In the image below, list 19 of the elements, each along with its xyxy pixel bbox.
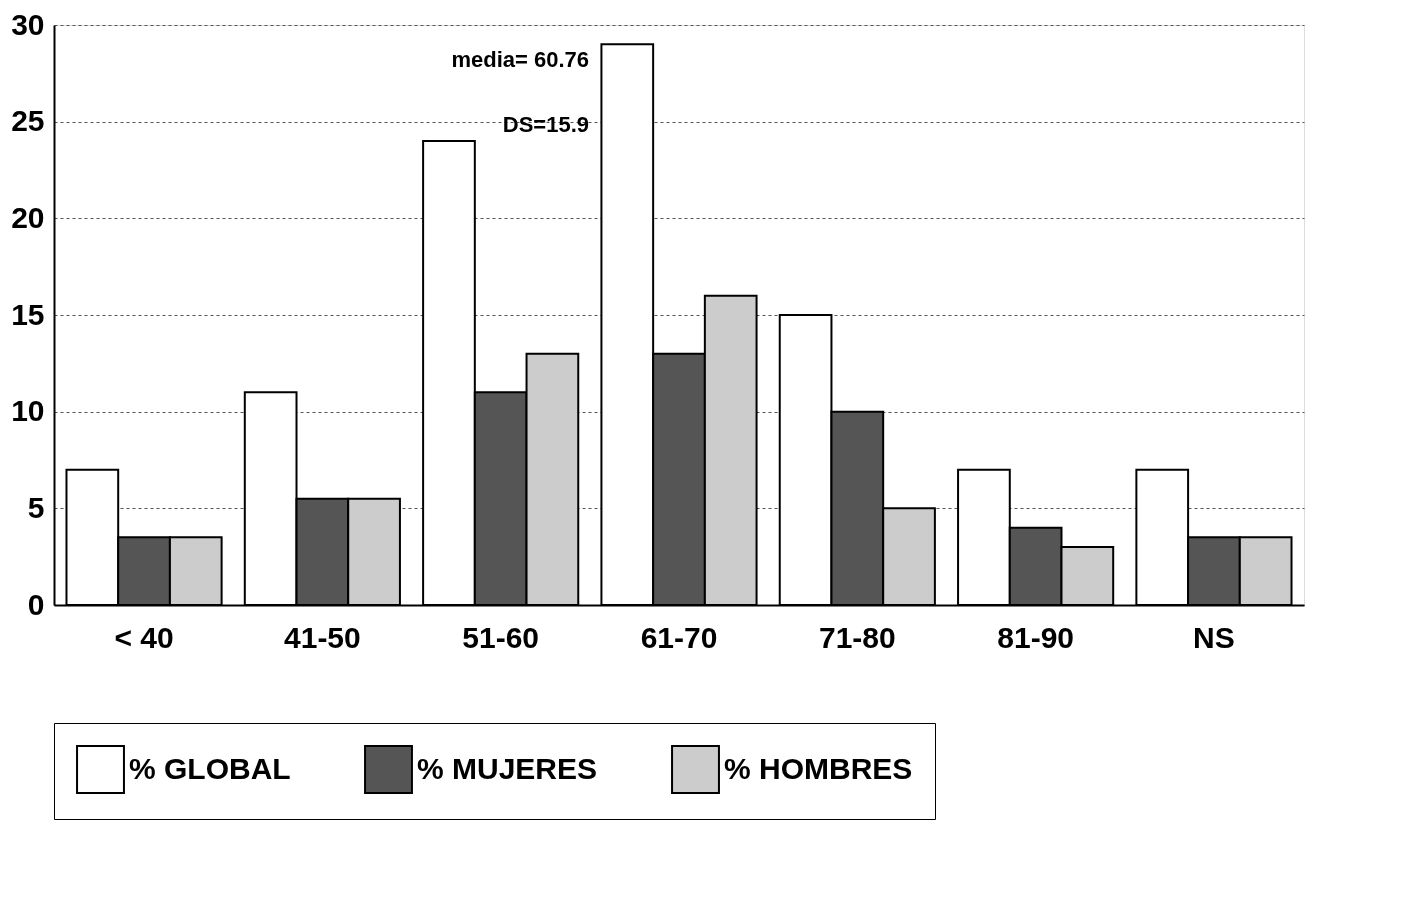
x-tick-label: 81-90	[997, 620, 1074, 654]
y-tick-label: 10	[11, 394, 45, 428]
x-tick-label: < 40	[114, 620, 174, 654]
annotation: DS=15.9	[502, 112, 589, 137]
y-tick-label: 20	[11, 200, 45, 234]
x-tick-label: 61-70	[640, 620, 718, 654]
y-tick-label: 5	[27, 490, 45, 524]
legend-label: % HOMBRES	[724, 751, 913, 785]
annotation: media= 60.76	[451, 47, 589, 72]
x-tick-label: NS	[1193, 620, 1235, 654]
x-tick-label: 41-50	[284, 620, 361, 654]
legend-label: % MUJERES	[417, 751, 598, 785]
legend-label: % GLOBAL	[129, 751, 291, 785]
x-tick-label: 71-80	[818, 620, 896, 654]
y-tick-label: 30	[11, 7, 45, 41]
y-tick-label: 15	[11, 297, 45, 331]
y-tick-label: 0	[27, 587, 45, 621]
y-tick-label: 25	[11, 104, 45, 138]
x-tick-label: 51-60	[462, 620, 540, 654]
